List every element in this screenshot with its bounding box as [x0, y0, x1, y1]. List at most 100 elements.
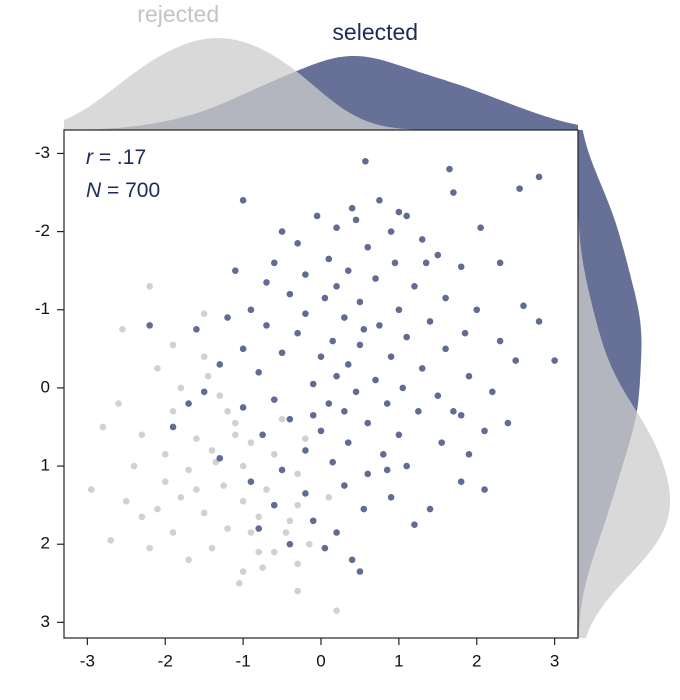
point: [376, 197, 383, 204]
point: [333, 224, 340, 231]
point: [426, 318, 434, 325]
point: [270, 396, 278, 403]
point: [333, 607, 340, 614]
point: [473, 306, 481, 314]
point: [442, 294, 449, 302]
point: [270, 501, 278, 509]
point: [403, 333, 410, 341]
point: [294, 470, 301, 478]
point: [457, 263, 465, 271]
point: [161, 451, 169, 458]
point: [146, 322, 153, 329]
point: [294, 560, 301, 568]
density-top: [64, 38, 578, 130]
point: [224, 525, 231, 532]
point: [200, 388, 208, 396]
y-tick-label: -2: [35, 221, 50, 240]
point: [442, 345, 449, 353]
point: [372, 376, 379, 384]
marginals: [64, 38, 670, 638]
y-tick-label: -3: [35, 143, 50, 162]
point: [294, 329, 301, 337]
point: [418, 236, 426, 243]
point: [333, 529, 340, 536]
point: [232, 419, 239, 427]
point: [138, 431, 146, 439]
point: [169, 529, 177, 536]
point: [450, 408, 457, 415]
point: [185, 556, 192, 564]
point: [239, 345, 247, 353]
point: [146, 544, 153, 552]
point: [185, 466, 192, 474]
point: [321, 544, 329, 552]
point: [399, 384, 407, 392]
point: [278, 415, 286, 423]
point: [395, 431, 403, 439]
x-tick-label: -2: [158, 651, 173, 670]
point: [146, 283, 153, 290]
point: [302, 447, 309, 454]
point: [317, 427, 325, 435]
point: [465, 451, 473, 458]
point: [239, 404, 247, 411]
point: [422, 259, 430, 267]
legend-label: selected: [332, 19, 418, 45]
x-tick-label: 0: [316, 651, 325, 670]
legend-label: rejected: [137, 1, 219, 27]
point: [477, 224, 484, 231]
point: [169, 408, 177, 415]
point: [372, 275, 379, 282]
point: [306, 540, 313, 548]
point: [321, 294, 329, 302]
point: [286, 290, 294, 298]
point: [387, 228, 395, 235]
point: [294, 587, 301, 595]
point: [247, 306, 255, 314]
point: [232, 431, 239, 439]
point: [535, 318, 543, 325]
point: [481, 427, 488, 435]
point: [348, 556, 356, 564]
point: [107, 537, 115, 544]
point: [512, 357, 519, 364]
point: [461, 329, 469, 337]
point: [395, 208, 403, 216]
point: [383, 466, 391, 474]
point: [352, 388, 360, 396]
point: [216, 454, 224, 462]
point: [87, 486, 95, 493]
point: [255, 525, 262, 532]
point: [520, 302, 527, 310]
point: [387, 353, 395, 360]
point: [208, 544, 216, 552]
point: [177, 384, 185, 392]
x-tick-label: -3: [80, 651, 95, 670]
point: [270, 259, 278, 267]
point: [364, 419, 372, 427]
plot-frame: [63, 129, 579, 639]
point: [177, 494, 185, 501]
point: [169, 341, 177, 349]
point: [154, 505, 161, 513]
point: [411, 521, 418, 528]
point: [130, 462, 138, 470]
point: [239, 497, 247, 505]
point: [270, 548, 278, 556]
point: [235, 579, 243, 587]
point: [286, 540, 294, 548]
point: [434, 251, 442, 259]
x-tick-label: -1: [236, 651, 251, 670]
point: [239, 197, 247, 204]
point: [360, 325, 368, 333]
point: [286, 517, 294, 525]
point: [115, 400, 122, 407]
y-tick-label: -1: [35, 299, 50, 318]
point: [255, 368, 262, 376]
point: [364, 243, 372, 251]
point: [313, 212, 321, 220]
point: [123, 497, 130, 505]
point: [294, 240, 301, 247]
point: [333, 372, 340, 380]
point: [362, 157, 369, 165]
